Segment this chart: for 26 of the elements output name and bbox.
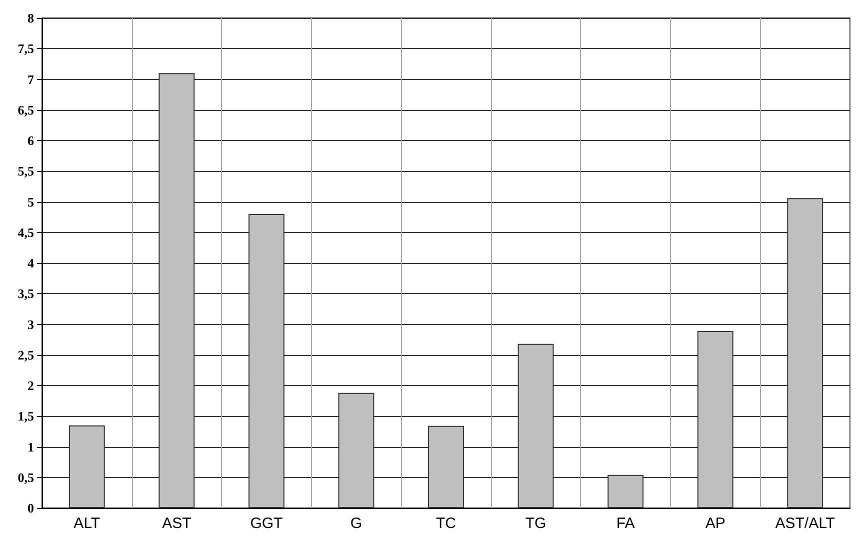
y-tick-label: 2 [28, 378, 34, 393]
y-tick-label: 5 [28, 194, 34, 210]
y-tick-label: 4 [28, 256, 34, 270]
y-tick-label: 3,5 [18, 286, 34, 302]
x-tick-label: AST/ALT [775, 515, 835, 532]
y-tick-label: 1 [28, 439, 34, 454]
x-tick-label: GGT [250, 515, 283, 532]
y-tick-label: 1,5 [18, 408, 34, 424]
y-tick-label: 8 [28, 10, 34, 26]
y-tick-label: 7 [28, 72, 34, 87]
y-tick-label: 6 [28, 133, 34, 148]
y-tick-label: 6,5 [18, 102, 34, 118]
x-tick-label: AP [705, 515, 726, 532]
y-tick-label: 5,5 [18, 164, 34, 179]
x-tick-label: FA [616, 515, 635, 532]
x-tick-label: TG [525, 515, 546, 532]
x-tick-label: G [350, 515, 362, 532]
x-tick-label: ALT [74, 515, 100, 532]
y-tick-label: 0 [28, 500, 34, 516]
y-tick-label: 7,5 [18, 41, 34, 56]
x-tick-label: TC [436, 515, 456, 532]
x-tick-label: AST [162, 515, 192, 532]
y-tick-label: 0,5 [18, 470, 34, 485]
y-tick-label: 2,5 [18, 347, 34, 362]
y-tick-label: 3 [28, 316, 34, 332]
y-tick-label: 4,5 [18, 224, 34, 240]
